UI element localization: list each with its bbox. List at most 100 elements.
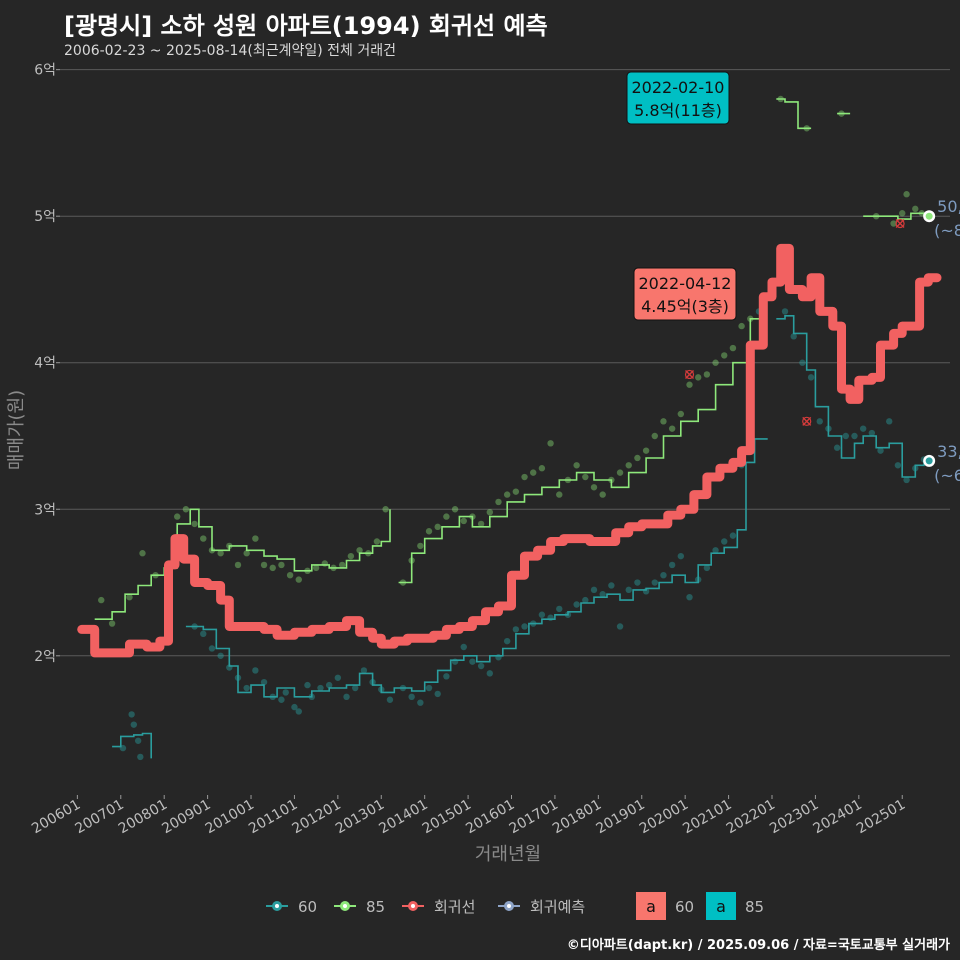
scatter-point-85 xyxy=(912,205,919,213)
scatter-point-60 xyxy=(903,476,910,484)
scatter-point-60 xyxy=(721,538,728,545)
x-tick-label: 201001 xyxy=(203,797,257,838)
annotation-date: 2022-04-12 xyxy=(639,274,732,293)
scatter-point-85 xyxy=(582,473,589,481)
legend-label-box xyxy=(636,892,666,920)
x-axis-title: 거래년월 xyxy=(475,844,541,865)
scatter-point-60 xyxy=(608,582,615,589)
y-axis-ticks: 2억 3억 4억 5억 6억 xyxy=(34,63,60,665)
y-tick-label: 6억 xyxy=(34,63,56,79)
scatter-point-60 xyxy=(243,684,250,692)
scatter-point-60 xyxy=(425,684,433,692)
annotation-labels: 2022-02-10 5.8억(11층) 2022-04-12 4.45억(3층) xyxy=(626,71,737,321)
scatter-point-85 xyxy=(286,571,294,579)
scatter-point-60 xyxy=(304,681,311,689)
scatter-point-60 xyxy=(859,425,867,432)
scatter-point-85 xyxy=(486,508,494,516)
outlier-x xyxy=(685,369,695,379)
scatter-point-85 xyxy=(660,418,667,425)
scatter-point-60 xyxy=(599,591,606,598)
x-tick-label: 200701 xyxy=(72,797,126,838)
y-tick-label: 5억 xyxy=(34,209,56,225)
legend-key-dot-center xyxy=(275,904,279,908)
scatter-point-85 xyxy=(512,488,520,495)
legend-label: 60 xyxy=(675,898,694,916)
x-tick-label: 201501 xyxy=(420,797,474,838)
outlier-circle xyxy=(684,369,695,380)
forecast-point-core-60 xyxy=(925,457,933,465)
forecast-point-core-85 xyxy=(925,212,933,220)
scatter-point-85 xyxy=(721,352,728,359)
y-axis-title: 매매가(원) xyxy=(6,390,27,470)
legend: 60 85 회귀선 회귀예측 a 60 a 85 xyxy=(266,892,764,920)
scatter-point-60 xyxy=(408,693,415,701)
scatter-point-60 xyxy=(677,552,685,560)
scatter-point-60 xyxy=(799,359,806,366)
legend-label: 회귀예측 xyxy=(530,898,585,916)
forecast-markers: 50,000 (~85㎡) 33,300 (~60㎡) xyxy=(923,197,960,485)
scatter-point-85 xyxy=(126,593,133,601)
scatter-point-60 xyxy=(807,374,815,381)
scatter-point-60 xyxy=(781,308,789,315)
outlier-x xyxy=(895,219,905,229)
scatter-point-85 xyxy=(139,550,146,557)
scatter-point-60 xyxy=(137,753,144,761)
scatter-point-85 xyxy=(538,465,546,472)
scatter-point-85 xyxy=(295,576,302,583)
chart-title: [광명시] 소하 성원 아파트(1994) 회귀선 예측 xyxy=(64,12,548,40)
series-lines xyxy=(77,98,942,759)
scatter-point-60 xyxy=(503,637,511,645)
scatter-point-85 xyxy=(338,561,346,569)
scatter-point-60 xyxy=(343,693,350,701)
scatter-point-60 xyxy=(712,547,719,554)
scatter-point-85 xyxy=(269,564,276,572)
scatter-point-60 xyxy=(686,593,693,601)
scatter-point-85 xyxy=(434,523,441,531)
scatter-point-85 xyxy=(573,462,580,469)
annotation-value: 4.45억(3층) xyxy=(641,297,729,316)
scatter-point-85 xyxy=(278,561,285,569)
scatter-point-85 xyxy=(495,498,502,506)
legend-label-box xyxy=(706,892,736,920)
scatter-point-85 xyxy=(417,542,424,550)
scatter-point-85 xyxy=(174,513,181,520)
scatter-point-60 xyxy=(252,667,259,674)
scatter-point-60 xyxy=(573,601,580,608)
scatter-point-60 xyxy=(317,684,324,692)
x-tick-label: 202401 xyxy=(811,797,865,838)
scatter-point-85 xyxy=(903,191,910,198)
scatter-point-60 xyxy=(842,432,850,440)
scatter-point-85 xyxy=(321,560,329,567)
scatter-point-60 xyxy=(295,708,302,715)
legend-label: 85 xyxy=(745,898,764,916)
scatter-point-85 xyxy=(556,491,563,498)
scatter-point-85 xyxy=(677,410,685,418)
legend-label: 회귀선 xyxy=(434,898,475,916)
scatter-point-85 xyxy=(382,506,389,513)
scatter-point-60 xyxy=(590,586,598,594)
scatter-point-85 xyxy=(217,550,224,557)
series-line-60 xyxy=(112,315,925,759)
annotation-date: 2022-02-10 xyxy=(632,78,725,97)
outlier-circle xyxy=(895,218,905,229)
scatter-point-85 xyxy=(443,513,450,520)
scatter-point-60 xyxy=(833,444,841,451)
scatter-point-85 xyxy=(590,484,598,491)
scatter-point-85 xyxy=(312,564,320,572)
y-tick-label: 3억 xyxy=(34,502,56,518)
scatter-point-60 xyxy=(386,696,394,703)
scatter-point-85 xyxy=(108,620,116,627)
scatter-point-60 xyxy=(291,703,298,711)
scatter-point-60 xyxy=(660,571,667,579)
y-tick-label: 2억 xyxy=(34,649,56,665)
scatter-point-60 xyxy=(486,670,494,677)
scatter-point-85 xyxy=(703,371,711,378)
scatter-point-60 xyxy=(434,690,441,698)
legend-key-dot-center xyxy=(343,904,347,908)
legend-key-dot-center xyxy=(507,904,511,908)
scatter-point-60 xyxy=(634,579,641,586)
scatter-point-60 xyxy=(352,684,359,692)
y-tick-label: 4억 xyxy=(34,356,56,372)
forecast-area-label: (~85㎡) xyxy=(934,221,960,240)
x-tick-label: 200601 xyxy=(29,797,83,838)
